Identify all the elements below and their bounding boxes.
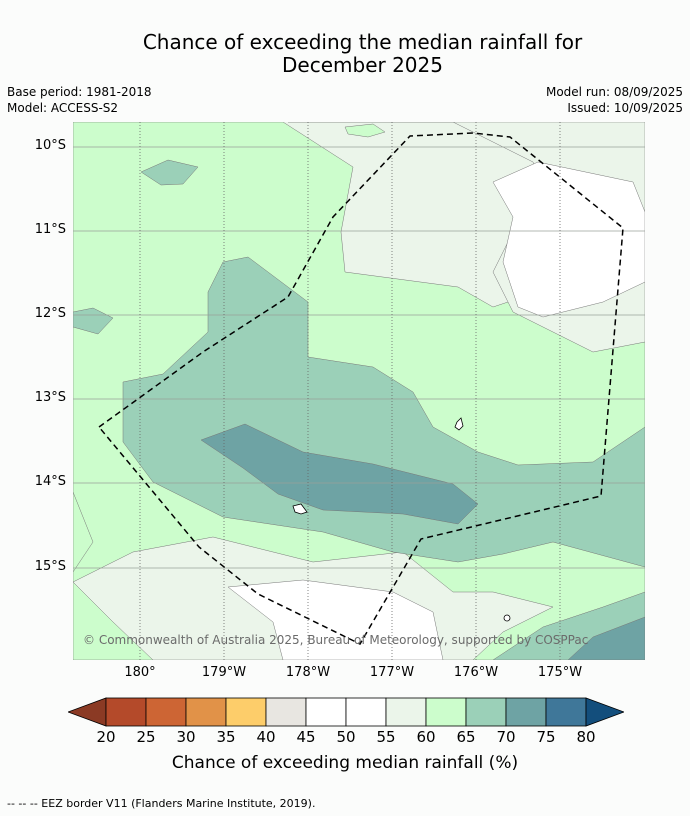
lon-label-176w: 176°W bbox=[453, 665, 499, 680]
colorbar bbox=[66, 696, 626, 732]
grid-lines bbox=[73, 146, 645, 569]
colorbar-svg bbox=[66, 697, 626, 727]
blob-north bbox=[140, 159, 199, 186]
colorbar-tick: 80 bbox=[576, 728, 596, 746]
colorbar-tick: 65 bbox=[456, 728, 476, 746]
band-70-75-se bbox=[567, 616, 645, 660]
lat-label-10s: 10°S bbox=[34, 138, 66, 153]
title-line-2: December 2025 bbox=[282, 53, 443, 77]
colorbar-cell bbox=[105, 697, 147, 727]
colorbar-tick: 50 bbox=[336, 728, 356, 746]
lat-label-14s: 14°S bbox=[34, 474, 66, 489]
colorbar-tick: 20 bbox=[96, 728, 116, 746]
blob-top bbox=[344, 123, 386, 138]
lat-label-12s: 12°S bbox=[34, 306, 66, 321]
meta-right: Model run: 08/09/2025 Issued: 10/09/2025 bbox=[546, 84, 683, 116]
colorbar-label: Chance of exceeding median rainfall (%) bbox=[171, 753, 519, 773]
colorbar-cell bbox=[545, 697, 587, 727]
eez-legend-footer: -- -- -- EEZ border V11 (Flanders Marine… bbox=[7, 797, 316, 810]
colorbar-cell bbox=[425, 697, 467, 727]
colorbar-cell bbox=[465, 697, 507, 727]
colorbar-extend-high bbox=[585, 697, 626, 727]
lon-label-178w: 178°W bbox=[285, 665, 331, 680]
meta-left: Base period: 1981-2018 Model: ACCESS-S2 bbox=[7, 84, 152, 116]
island-2 bbox=[292, 503, 308, 515]
copyright-notice: © Commonwealth of Australia 2025, Bureau… bbox=[83, 633, 589, 647]
colorbar-tick: 30 bbox=[176, 728, 196, 746]
colorbar-tick: 70 bbox=[496, 728, 516, 746]
lat-label-15s: 15°S bbox=[34, 559, 66, 574]
colorbar-extend-low bbox=[66, 697, 107, 727]
island-3 bbox=[503, 614, 511, 622]
lon-label-180: 180° bbox=[124, 665, 156, 680]
lon-label-179w: 179°W bbox=[201, 665, 247, 680]
rainfall-map bbox=[73, 122, 645, 660]
map-svg bbox=[73, 122, 645, 660]
colorbar-cell bbox=[185, 697, 227, 727]
band-65-70 bbox=[122, 256, 645, 568]
eez-border bbox=[97, 132, 624, 645]
colorbar-cell bbox=[225, 697, 267, 727]
island-1 bbox=[454, 417, 464, 431]
band-50-55-east bbox=[492, 161, 645, 318]
issued-date: Issued: 10/09/2025 bbox=[567, 101, 683, 115]
colorbar-cell bbox=[505, 697, 547, 727]
title-line-1: Chance of exceeding the median rainfall … bbox=[142, 30, 583, 54]
lon-label-177w: 177°W bbox=[369, 665, 415, 680]
blob-west bbox=[73, 307, 114, 335]
band-50-55-south bbox=[227, 579, 444, 660]
lat-label-13s: 13°S bbox=[34, 390, 66, 405]
colorbar-cell bbox=[145, 697, 187, 727]
colorbar-tick: 75 bbox=[536, 728, 556, 746]
colorbar-cell bbox=[305, 697, 347, 727]
colorbar-tick: 40 bbox=[256, 728, 276, 746]
colorbar-tick: 35 bbox=[216, 728, 236, 746]
lat-label-11s: 11°S bbox=[34, 222, 66, 237]
band-60-65-sw bbox=[73, 491, 94, 573]
map-title: Chance of exceeding the median rainfall … bbox=[0, 31, 690, 77]
model-name: Model: ACCESS-S2 bbox=[7, 101, 119, 115]
colorbar-tick: 45 bbox=[296, 728, 316, 746]
lon-label-175w: 175°W bbox=[537, 665, 583, 680]
colorbar-cell bbox=[345, 697, 387, 727]
colorbar-tick: 25 bbox=[136, 728, 156, 746]
base-period: Base period: 1981-2018 bbox=[7, 85, 152, 99]
model-run: Model run: 08/09/2025 bbox=[545, 85, 683, 99]
colorbar-tick: 55 bbox=[376, 728, 396, 746]
colorbar-cell bbox=[385, 697, 427, 727]
colorbar-tick: 60 bbox=[416, 728, 436, 746]
band-70-75 bbox=[200, 423, 479, 525]
colorbar-cell bbox=[265, 697, 307, 727]
